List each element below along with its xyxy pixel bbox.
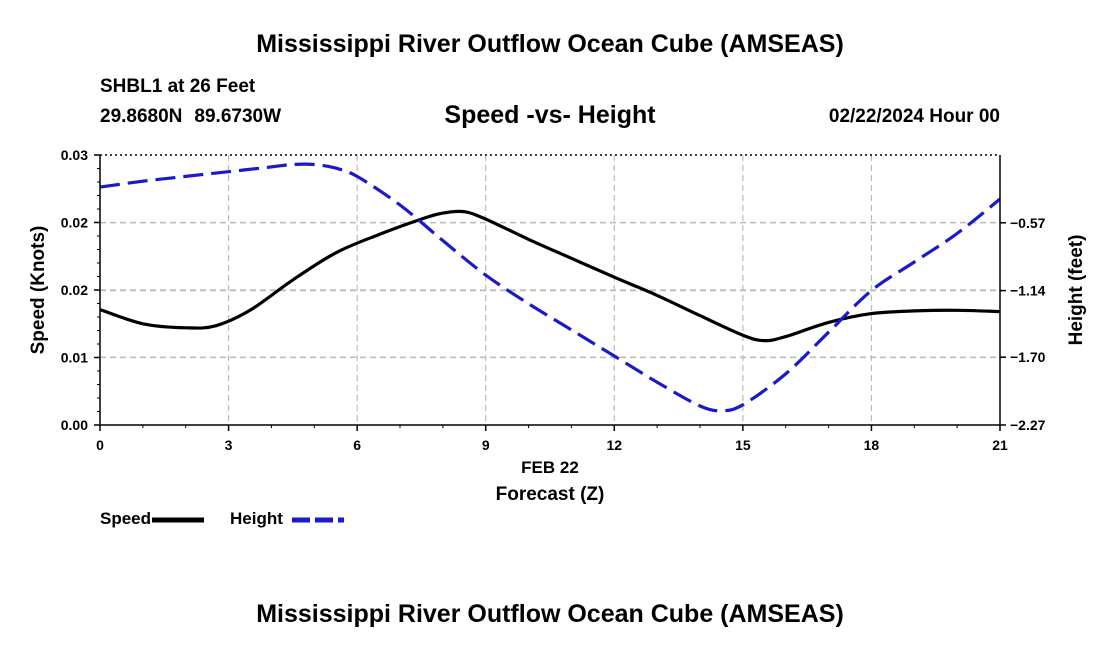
y-tick-label: 0.02 [61, 282, 88, 298]
x-tick-label: 3 [225, 437, 233, 453]
axis-labels: FEB 22 Forecast (Z) Speed (Knots) Height… [28, 226, 1087, 505]
y-tick-label: 0.00 [61, 417, 88, 433]
x-tick-label: 21 [992, 437, 1008, 453]
y2-axis-label: Height (feet) [1066, 235, 1087, 346]
y2-tick-label: −0.57 [1010, 215, 1046, 231]
x-tick-label: 9 [482, 437, 490, 453]
legend: Speed Height [100, 509, 344, 528]
x-tick-label: 6 [353, 437, 361, 453]
footer-title: Mississippi River Outflow Ocean Cube (AM… [256, 600, 844, 628]
y-tick-label: 0.01 [61, 350, 88, 366]
y-axis-label: Speed (Knots) [28, 226, 49, 355]
station-label: SHBL1 at 26 Feet [100, 76, 256, 97]
y-tick-label: 0.03 [61, 147, 88, 163]
series-line-height [99, 162, 1002, 413]
legend-label-speed: Speed [100, 509, 151, 528]
x-axis-date-label: FEB 22 [521, 458, 579, 477]
y-tick-label: 0.02 [61, 215, 88, 231]
chart-subtitle: Speed -vs- Height [444, 101, 656, 129]
y2-tick-label: −1.70 [1010, 349, 1046, 365]
legend-label-height: Height [230, 509, 283, 528]
axes: 0 3 6 9 12 15 18 21 0.00 0.01 0.02 0.02 0.03 −2.27 −1.… [61, 147, 1046, 453]
forecast-datetime: 02/22/2024 Hour 00 [828, 106, 1000, 127]
series-line-speed [99, 209, 1001, 343]
coordinates: 29.8680N 89.6730W [100, 106, 281, 128]
x-tick-label: 12 [606, 437, 622, 453]
y2-tick-label: −1.14 [1010, 283, 1046, 299]
chart-title: Mississippi River Outflow Ocean Cube (AM… [256, 30, 844, 58]
x-tick-label: 18 [864, 437, 880, 453]
x-tick-label: 0 [96, 437, 104, 453]
latitude: 29.8680N [100, 106, 183, 127]
y2-tick-label: −2.27 [1010, 417, 1046, 433]
x-tick-label: 15 [735, 437, 751, 453]
plot-area [99, 162, 1002, 413]
x-axis-label: Forecast (Z) [496, 484, 605, 505]
grid [100, 155, 1000, 425]
longitude: 89.6730W [194, 106, 282, 127]
